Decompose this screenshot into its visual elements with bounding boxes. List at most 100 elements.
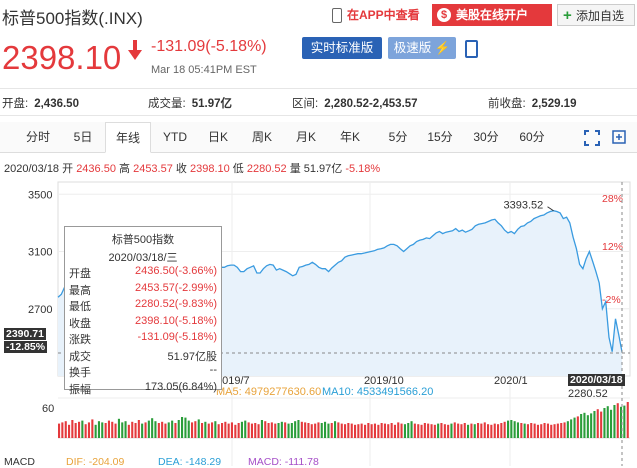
volume-bar — [620, 406, 623, 438]
info-close-label: 收 — [175, 163, 187, 175]
tab-5min[interactable]: 5分 — [388, 130, 408, 144]
volume-bar — [267, 423, 270, 438]
fast-version-label: 极速版 — [393, 41, 432, 55]
volume-bar — [364, 424, 367, 438]
volume-bar — [470, 423, 473, 438]
volume-bar — [141, 423, 144, 438]
volume-bar — [540, 424, 543, 438]
volume-bar — [440, 423, 443, 438]
volume-bar — [237, 423, 240, 438]
info-close: 2398.10 — [189, 163, 230, 175]
volume-bar — [337, 422, 340, 438]
tooltip-row-value: -131.09(-5.18%) — [137, 331, 218, 343]
volume-bar — [380, 423, 383, 438]
volume-bar — [177, 420, 180, 438]
realtime-version-button[interactable]: 实时标准版 — [302, 37, 382, 59]
pct-tick-label: 28% — [602, 193, 623, 205]
tab-year[interactable]: 年线 — [105, 122, 151, 153]
volume-bar — [350, 423, 353, 438]
volume-bar — [390, 423, 393, 438]
add-watchlist-button[interactable]: + 添加自选 — [557, 4, 635, 26]
tab-60min[interactable]: 60分 — [519, 130, 545, 144]
mobile-icon[interactable] — [465, 40, 478, 58]
tooltip-row: 最低 2280.52(-9.83%) — [69, 298, 219, 313]
volume-bar — [573, 417, 576, 438]
volume-bar — [184, 417, 187, 438]
tooltip-row-value: 2280.52(-9.83%) — [135, 298, 217, 310]
tooltip-row-label: 收盘 — [69, 317, 91, 330]
tab-monthly-k[interactable]: 月K — [295, 130, 316, 144]
tooltip-row: 成交 51.97亿股 — [69, 348, 219, 363]
volume-bar — [81, 420, 84, 438]
fast-version-button[interactable]: 极速版 ⚡ — [388, 37, 456, 59]
volume-bar — [224, 421, 227, 438]
volume-bar — [254, 423, 257, 438]
plus-icon: + — [563, 7, 572, 24]
open-account-label: 美股在线开户 — [456, 8, 529, 22]
tooltip-row-label: 成交 — [69, 350, 91, 363]
stats-row: 开盘: 2,436.50 成交量: 51.97亿 区间: 2,280.52-2,453… — [0, 88, 637, 116]
open-account-button[interactable]: $ 美股在线开户 — [432, 4, 552, 26]
ohlc-tooltip: 标普500指数 2020/03/18/三 开盘 2436.50(-3.66%) 最高… — [64, 226, 222, 396]
volume-bar — [450, 423, 453, 438]
volume-bar — [513, 421, 516, 438]
volume-bar — [443, 424, 446, 438]
stat-open: 开盘: 2,436.50 — [2, 95, 79, 111]
volume-bar — [387, 424, 390, 438]
volume-bar — [583, 412, 586, 438]
volume-bar — [61, 422, 64, 438]
high-label: 3393.52 — [504, 200, 544, 212]
volume-bar — [68, 424, 71, 438]
volume-bar — [97, 421, 100, 438]
settings-icon[interactable] — [612, 130, 626, 144]
tab-weekly-k[interactable]: 周K — [251, 130, 272, 144]
tooltip-row-label: 最低 — [69, 301, 91, 313]
volume-bar — [260, 420, 263, 438]
ohlc-info-line: 2020/03/18 开 2436.50 高 2453.57 收 2398.10… — [4, 160, 380, 176]
tab-ytd[interactable]: YTD — [163, 130, 187, 144]
volume-bar — [101, 422, 104, 438]
volume-bar — [526, 424, 529, 438]
volume-bar — [167, 422, 170, 438]
volume-bar — [257, 424, 260, 438]
volume-bar — [507, 420, 510, 438]
volume-bar — [161, 421, 164, 438]
volume-bar — [477, 423, 480, 438]
fullscreen-icon[interactable] — [584, 130, 600, 146]
tab-daily-k[interactable]: 日K — [207, 130, 228, 144]
current-price: 2398.10 — [2, 39, 122, 76]
tab-30min[interactable]: 30分 — [473, 130, 499, 144]
phone-icon — [332, 8, 342, 24]
volume-bar — [147, 420, 150, 438]
info-high: 2453.57 — [133, 163, 173, 175]
volume-bar — [320, 423, 323, 438]
volume-bar — [104, 423, 107, 438]
volume-bar — [420, 424, 423, 438]
volume-bar — [154, 421, 157, 438]
tab-intraday[interactable]: 分时 — [25, 130, 50, 144]
volume-bar — [71, 420, 74, 438]
volume-bar — [334, 421, 337, 438]
tab-yearly-k[interactable]: 年K — [339, 130, 360, 144]
volume-bar — [400, 423, 403, 438]
volume-bar — [463, 423, 466, 438]
stat-prev-close: 前收盘: 2,529.19 — [488, 95, 576, 111]
volume-bar — [536, 424, 539, 438]
volume-bar — [194, 421, 197, 438]
volume-bar — [593, 411, 596, 438]
view-in-app-button[interactable]: 在APP中查看 — [332, 4, 428, 26]
stat-label: 区间: — [292, 98, 319, 110]
volume-bar — [137, 420, 140, 438]
tab-5day[interactable]: 5日 — [73, 130, 93, 144]
macd-label: MACD — [4, 456, 35, 468]
volume-bar — [117, 418, 120, 438]
info-open: 2436.50 — [76, 163, 116, 175]
volume-bar — [127, 424, 130, 438]
tab-15min[interactable]: 15分 — [427, 130, 453, 144]
volume-bar — [290, 423, 293, 438]
tooltip-row-value: -- — [209, 364, 217, 376]
dollar-icon: $ — [437, 8, 451, 22]
volume-bar — [623, 405, 626, 438]
volume-bar — [410, 421, 413, 438]
volume-bar — [144, 422, 147, 438]
